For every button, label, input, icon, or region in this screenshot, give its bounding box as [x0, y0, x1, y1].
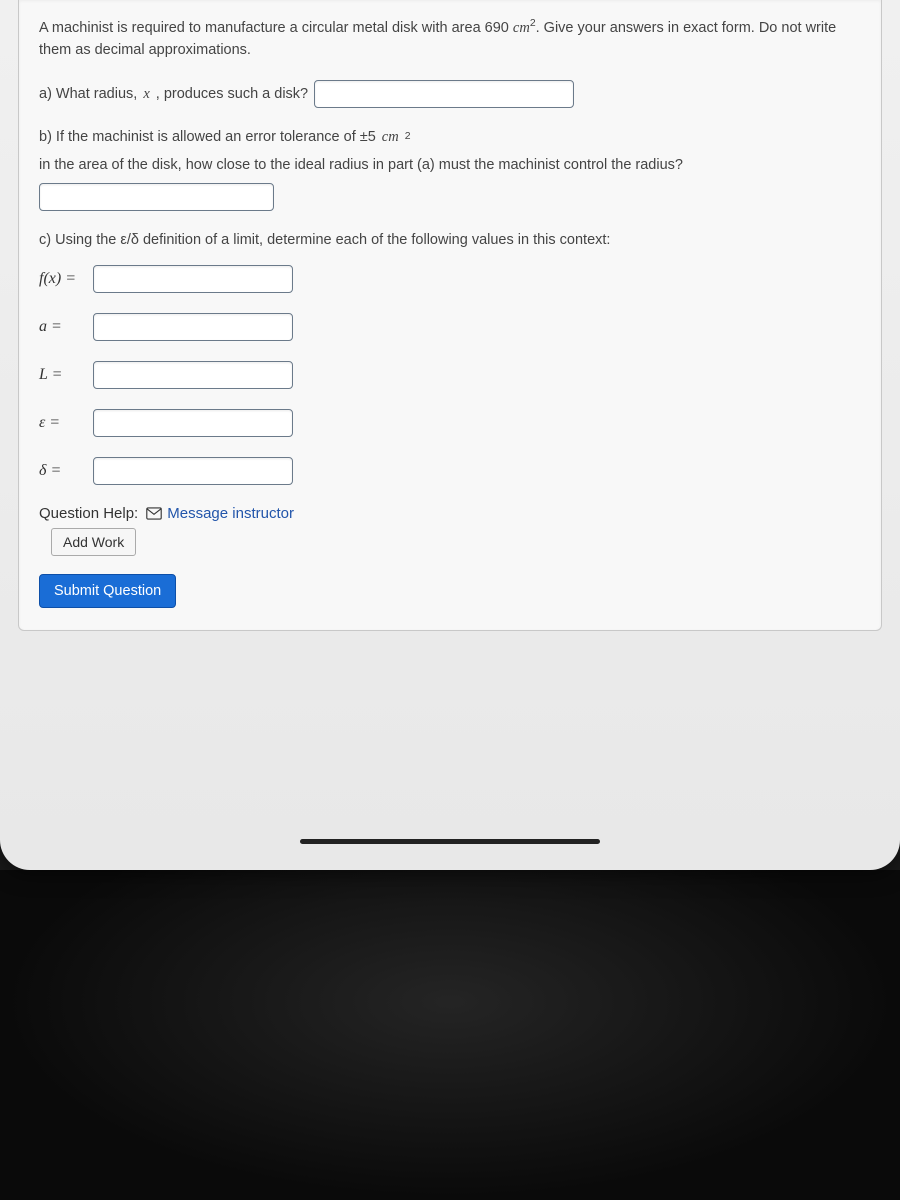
a-row: a = — [39, 313, 861, 341]
message-instructor-link[interactable]: Message instructor — [146, 505, 294, 522]
question-intro: A machinist is required to manufacture a… — [39, 16, 861, 62]
message-instructor-text: Message instructor — [167, 505, 294, 522]
eps-row: ε = — [39, 409, 861, 437]
screen-area: A machinist is required to manufacture a… — [0, 0, 900, 649]
help-row: Question Help: Message instructor — [39, 505, 861, 522]
part-c-text: c) Using the ε/δ definition of a limit, … — [39, 229, 861, 251]
help-label: Question Help: — [39, 505, 138, 522]
part-a-tail: , produces such a disk? — [156, 83, 308, 105]
desk-surface — [0, 870, 900, 1200]
part-b-unit-cm: cm — [382, 126, 399, 148]
tolerance-input[interactable] — [39, 183, 274, 211]
question-card: A machinist is required to manufacture a… — [18, 0, 882, 631]
part-b-lead: b) If the machinist is allowed an error … — [39, 126, 376, 148]
part-a-lead: a) What radius, — [39, 83, 137, 105]
home-indicator[interactable] — [300, 839, 600, 844]
delta-row: δ = — [39, 457, 861, 485]
part-b-row: b) If the machinist is allowed an error … — [39, 126, 861, 211]
part-b-tail: in the area of the disk, how close to th… — [39, 154, 683, 176]
delta-input[interactable] — [93, 457, 293, 485]
delta-label: δ = — [39, 462, 85, 480]
intro-text-a: A machinist is required to manufacture a… — [39, 20, 513, 36]
a-label: a = — [39, 318, 85, 336]
l-row: L = — [39, 361, 861, 389]
part-a-var: x — [143, 83, 149, 105]
part-a-row: a) What radius, x , produces such a disk… — [39, 80, 861, 108]
fx-input[interactable] — [93, 265, 293, 293]
fx-label: f(x) = — [39, 270, 85, 288]
a-input[interactable] — [93, 313, 293, 341]
tablet-frame: A machinist is required to manufacture a… — [0, 0, 900, 870]
fx-row: f(x) = — [39, 265, 861, 293]
eps-label: ε = — [39, 414, 85, 432]
submit-question-button[interactable]: Submit Question — [39, 574, 176, 608]
eps-input[interactable] — [93, 409, 293, 437]
add-work-button[interactable]: Add Work — [51, 528, 136, 556]
radius-input[interactable] — [314, 80, 574, 108]
mail-icon — [146, 507, 162, 520]
l-input[interactable] — [93, 361, 293, 389]
l-label: L = — [39, 366, 85, 384]
intro-unit-cm: cm — [513, 20, 530, 36]
part-b-unit-exp: 2 — [405, 129, 411, 145]
